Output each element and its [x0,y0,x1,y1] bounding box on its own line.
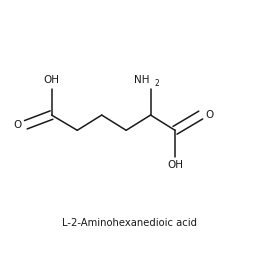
Text: 2: 2 [155,79,159,88]
Text: O: O [13,120,21,130]
Text: OH: OH [167,160,183,170]
Text: NH: NH [134,75,149,85]
Text: L-2-Aminohexanedioic acid: L-2-Aminohexanedioic acid [62,218,198,228]
Text: O: O [205,110,214,120]
Text: OH: OH [43,75,60,85]
